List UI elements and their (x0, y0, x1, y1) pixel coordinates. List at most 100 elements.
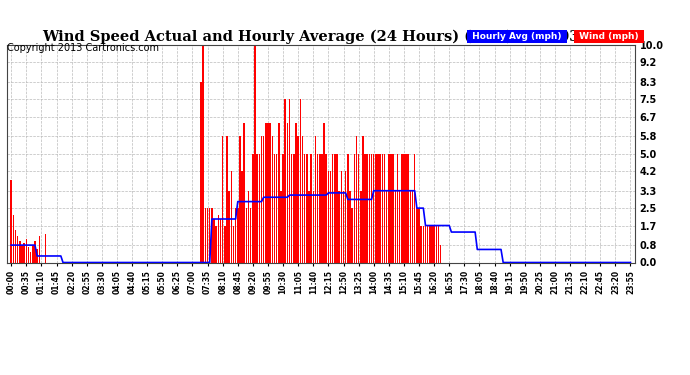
Bar (17, 236, 19, 262)
Bar (248, 191, 249, 262)
Bar (21, 245, 23, 262)
Bar (317, 154, 318, 262)
Bar (252, 154, 254, 262)
Bar (304, 154, 306, 262)
Bar (397, 154, 398, 262)
Bar (37, 249, 38, 262)
Bar (278, 123, 279, 262)
Bar (284, 99, 286, 262)
Bar (246, 208, 247, 262)
Bar (226, 136, 228, 262)
Bar (408, 154, 409, 262)
Bar (302, 136, 304, 262)
Bar (373, 154, 375, 262)
Bar (14, 230, 17, 262)
Bar (368, 154, 370, 262)
Text: Hourly Avg (mph): Hourly Avg (mph) (469, 32, 565, 41)
Bar (440, 245, 442, 262)
Bar (217, 214, 219, 262)
Bar (416, 208, 417, 262)
Bar (433, 225, 435, 262)
Bar (235, 208, 237, 262)
Bar (351, 208, 353, 262)
Bar (28, 247, 29, 262)
Bar (233, 225, 234, 262)
Bar (289, 99, 290, 262)
Bar (19, 241, 21, 262)
Title: Wind Speed Actual and Hourly Average (24 Hours) (New) 20130303: Wind Speed Actual and Hourly Average (24… (42, 30, 600, 44)
Bar (360, 191, 362, 262)
Bar (297, 136, 299, 262)
Bar (202, 45, 204, 262)
Bar (45, 234, 46, 262)
Bar (358, 154, 359, 262)
Bar (269, 123, 271, 262)
Bar (418, 208, 420, 262)
Bar (384, 154, 385, 262)
Bar (207, 208, 208, 262)
Bar (326, 154, 327, 262)
Bar (427, 225, 428, 262)
Bar (244, 123, 245, 262)
Bar (420, 225, 422, 262)
Bar (437, 225, 440, 262)
Bar (330, 171, 331, 262)
Bar (34, 241, 36, 262)
Bar (237, 208, 239, 262)
Bar (239, 136, 241, 262)
Bar (228, 191, 230, 262)
Bar (345, 171, 346, 262)
Bar (259, 154, 260, 262)
Bar (291, 154, 293, 262)
Bar (265, 123, 266, 262)
Bar (10, 180, 12, 262)
Bar (209, 208, 210, 262)
Text: Copyright 2013 Cartronics.com: Copyright 2013 Cartronics.com (7, 43, 159, 52)
Bar (257, 154, 258, 262)
Bar (391, 154, 392, 262)
Bar (375, 154, 377, 262)
Bar (200, 82, 202, 262)
Bar (230, 171, 232, 262)
Bar (399, 191, 400, 262)
Bar (250, 208, 251, 262)
Bar (364, 154, 366, 262)
Bar (422, 225, 424, 262)
Bar (429, 225, 431, 262)
Bar (401, 154, 402, 262)
Bar (23, 243, 25, 262)
Bar (336, 154, 338, 262)
Bar (425, 225, 426, 262)
Bar (272, 136, 273, 262)
Bar (321, 154, 323, 262)
Bar (403, 154, 404, 262)
Bar (224, 225, 226, 262)
Bar (366, 154, 368, 262)
Bar (222, 136, 224, 262)
Bar (310, 154, 312, 262)
Bar (356, 136, 357, 262)
Bar (32, 245, 34, 262)
Bar (315, 136, 316, 262)
Bar (205, 208, 206, 262)
Bar (319, 154, 321, 262)
Bar (412, 191, 413, 262)
Bar (341, 171, 342, 262)
Bar (347, 154, 348, 262)
Bar (362, 136, 364, 262)
Bar (377, 154, 379, 262)
Bar (405, 154, 407, 262)
Bar (393, 154, 394, 262)
Bar (328, 171, 329, 262)
Bar (293, 154, 295, 262)
Bar (274, 154, 275, 262)
Bar (431, 225, 433, 262)
Bar (306, 154, 308, 262)
Bar (39, 236, 40, 262)
Bar (295, 123, 297, 262)
Bar (334, 154, 335, 262)
Bar (308, 191, 310, 262)
Bar (282, 154, 284, 262)
Bar (313, 191, 314, 262)
Bar (26, 238, 27, 262)
